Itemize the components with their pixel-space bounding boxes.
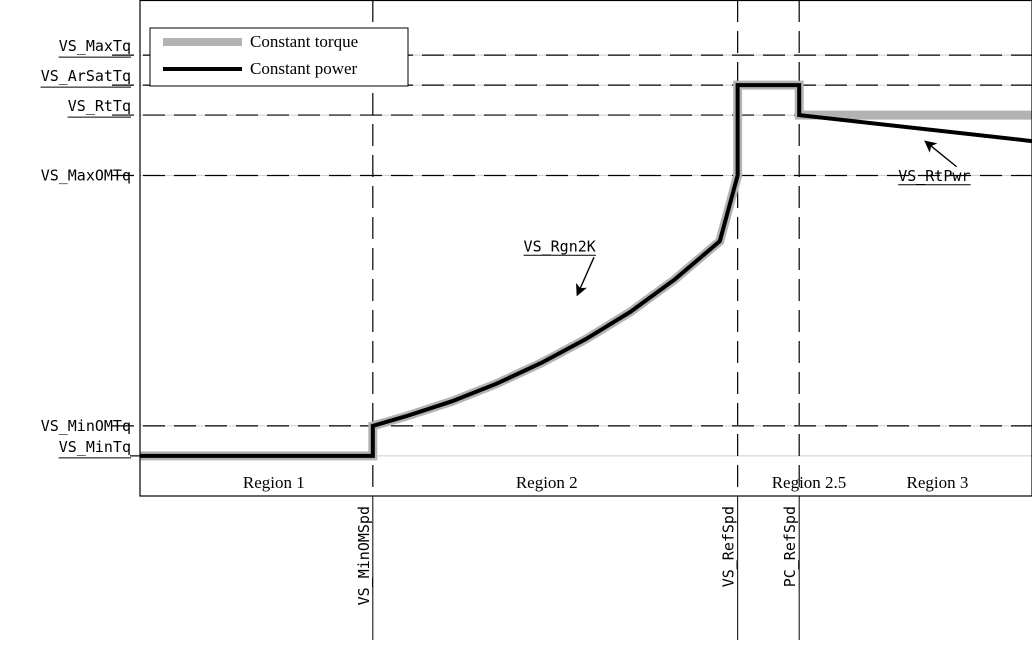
y-tick-label: VS_MaxOMTq bbox=[41, 166, 131, 184]
legend-box bbox=[149, 27, 409, 87]
y-tick-label: VS_MinOMTq bbox=[41, 417, 131, 435]
plot-border bbox=[139, 0, 1032, 497]
plot-frame bbox=[139, 0, 1032, 497]
legend: Constant torque Constant power bbox=[149, 27, 409, 87]
x-marker-label: VS_RefSpd bbox=[720, 506, 738, 587]
region-label: Region 3 bbox=[907, 473, 969, 492]
x-marker-label: PC_RefSpd bbox=[781, 506, 799, 587]
y-tick-label: VS_MinTq bbox=[59, 438, 131, 456]
guide-lines bbox=[112, 0, 1032, 640]
legend-label: Constant power bbox=[250, 59, 358, 78]
annotations: VS_Rgn2K VS_RtPwr bbox=[523, 140, 971, 297]
x-marker-label: VS_MinOMSpd bbox=[355, 506, 373, 605]
region-label: Region 2 bbox=[516, 473, 578, 492]
annotation-label: VS_RtPwr bbox=[898, 167, 970, 185]
series-line-constant-power bbox=[140, 83, 1032, 458]
annotation-arrow bbox=[576, 257, 595, 297]
series-layer bbox=[140, 80, 1032, 461]
legend-label: Constant torque bbox=[250, 32, 358, 51]
annotation-arrow bbox=[924, 140, 958, 168]
y-tick-label: VS_RtTq bbox=[68, 97, 131, 115]
y-tick-label: VS_ArSatTq bbox=[41, 67, 131, 85]
y-tick-label: VS_MaxTq bbox=[59, 37, 131, 55]
annotation-label: VS_Rgn2K bbox=[524, 237, 596, 255]
region-label: Region 1 bbox=[243, 473, 305, 492]
region-label: Region 2.5 bbox=[772, 473, 847, 492]
axis-labels: VS_MaxTq VS_ArSatTq VS_RtTq VS_MaxOMTq VS_Mi… bbox=[40, 37, 969, 605]
series-line-constant-torque bbox=[140, 80, 1032, 461]
